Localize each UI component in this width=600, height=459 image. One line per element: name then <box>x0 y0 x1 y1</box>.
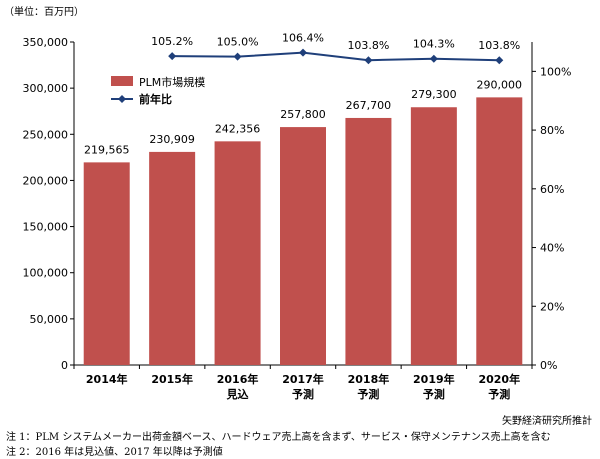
yoy-value-label: 105.0% <box>217 36 259 49</box>
x-axis-category-label: 2019年 <box>413 372 455 386</box>
bar <box>214 141 261 365</box>
x-axis-category-label: 2016年 <box>217 372 259 386</box>
right-axis-tick-label: 40% <box>540 242 564 255</box>
x-axis-category-label: 2017年 <box>282 372 324 386</box>
bar-value-label: 257,800 <box>280 108 326 121</box>
right-axis-tick-label: 20% <box>540 300 564 313</box>
note-1: 注 1：PLM システムメーカー出荷金額ベース、ハードウェア売上高を含まず、サー… <box>6 432 551 443</box>
left-axis-tick-label: 50,000 <box>30 313 69 326</box>
yoy-point <box>495 56 504 65</box>
bar-value-label: 219,565 <box>84 143 130 156</box>
yoy-line <box>172 51 500 62</box>
yoy-point <box>233 52 242 61</box>
right-axis-tick-label: 0% <box>540 359 557 372</box>
yoy-point <box>364 56 373 65</box>
bar-value-label: 290,000 <box>477 78 523 91</box>
left-axis-tick-label: 250,000 <box>23 128 69 141</box>
legend-line-marker <box>118 95 126 103</box>
right-axis-tick-label: 100% <box>540 65 571 78</box>
bar <box>280 127 326 365</box>
bar <box>149 151 196 365</box>
bar-value-label: 242,356 <box>215 122 261 135</box>
bar <box>345 117 392 365</box>
right-axis-tick-label: 60% <box>540 183 564 196</box>
note-2: 注 2：2016 年は見込値、2017 年以降は予測値 <box>6 447 223 458</box>
yoy-value-label: 103.8% <box>478 39 520 52</box>
bar <box>410 107 457 365</box>
yoy-point <box>299 48 307 57</box>
unit-label: （単位：百万円） <box>4 7 84 18</box>
left-axis-tick-label: 200,000 <box>23 174 69 187</box>
yoy-value-label: 103.8% <box>347 39 389 52</box>
bar-value-label: 230,909 <box>149 133 195 146</box>
x-axis-category-label: 2020年 <box>478 372 520 386</box>
x-axis-category-label: 予測 <box>292 387 314 401</box>
x-axis-category-label: 2018年 <box>348 372 390 386</box>
left-axis-tick-label: 350,000 <box>23 36 69 49</box>
left-axis-tick-label: 150,000 <box>23 221 69 234</box>
bar-value-label: 267,700 <box>346 99 392 112</box>
x-axis-category-label: 予測 <box>357 387 379 401</box>
bar <box>476 97 523 365</box>
left-axis-tick-label: 0 <box>61 359 68 372</box>
x-axis-category-label: 予測 <box>488 387 510 401</box>
x-axis-category-label: 予測 <box>423 387 445 401</box>
x-axis-category-label: 2014年 <box>86 372 128 386</box>
x-axis-category-label: 2015年 <box>151 372 193 386</box>
bar-value-label: 279,300 <box>411 88 457 101</box>
yoy-point <box>429 54 438 63</box>
yoy-value-label: 106.4% <box>282 32 324 45</box>
right-axis-tick-label: 80% <box>540 124 564 137</box>
bar <box>83 162 130 365</box>
yoy-value-label: 104.3% <box>413 38 455 51</box>
legend-line-label: 前年比 <box>139 92 172 106</box>
yoy-point <box>168 52 177 61</box>
source-credit: 矢野経済研究所推計 <box>502 416 592 427</box>
yoy-value-label: 105.2% <box>151 35 193 48</box>
legend-bar-label: PLM市場規模 <box>139 75 205 89</box>
x-axis-category-label: 見込 <box>226 387 249 401</box>
left-axis-tick-label: 300,000 <box>23 82 69 95</box>
legend-bar-swatch <box>111 76 133 86</box>
left-axis-tick-label: 100,000 <box>23 267 69 280</box>
